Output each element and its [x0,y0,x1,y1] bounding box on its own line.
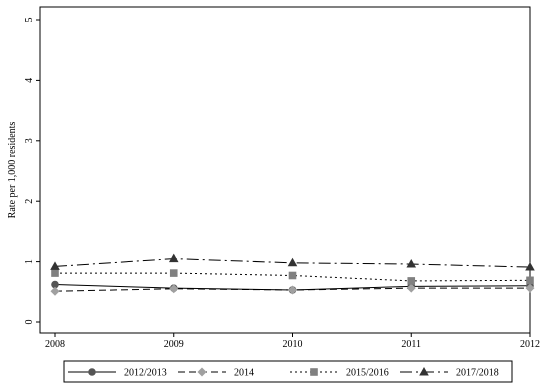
data-point [288,271,297,280]
y-tick-label: 3 [24,138,35,143]
legend-marker [419,367,429,376]
series-1 [50,283,535,296]
data-point [288,285,297,295]
data-point [51,280,59,289]
legend: 2012/2013 2014 2015/2016 2017/2018 [68,367,499,379]
series-2 [51,269,534,285]
y-tick-label: 5 [24,18,35,23]
plot-frame [39,6,531,334]
data-point [169,269,178,277]
legend-label: 2017/2018 [456,368,499,379]
legend-marker [310,368,318,376]
series-layer [50,253,535,296]
data-point [406,259,417,268]
series-line [55,272,531,282]
legend-marker [88,368,96,376]
data-point [51,269,59,277]
data-point [407,277,416,285]
y-tick-label: 0 [24,320,35,325]
x-tick-label: 2010 [283,339,303,350]
y-axis: 0 1 2 3 4 5 [24,18,40,325]
data-point [50,261,60,270]
x-tick-label: 2012 [520,339,540,350]
x-tick-label: 2009 [164,339,184,350]
x-tick-label: 2008 [45,339,65,350]
legend-label: 2012/2013 [124,368,167,379]
y-axis-title: Rate per 1,000 residents [7,122,18,219]
x-tick-label: 2011 [401,339,421,350]
series-3 [50,253,535,271]
legend-box [63,360,513,383]
data-point [287,257,298,267]
legend-label: 2014 [234,368,254,379]
data-point [169,284,179,294]
data-point [406,283,416,293]
legend-marker [197,367,207,377]
data-point [525,283,535,293]
data-point [50,286,60,296]
x-axis: 2008 2009 2010 2011 2012 [45,333,540,350]
data-point [526,276,534,285]
legend-label: 2015/2016 [346,368,389,379]
data-point [168,253,179,263]
data-point [525,262,535,271]
y-tick-label: 4 [24,78,35,83]
y-tick-label: 2 [24,199,35,204]
y-tick-label: 1 [24,259,35,264]
